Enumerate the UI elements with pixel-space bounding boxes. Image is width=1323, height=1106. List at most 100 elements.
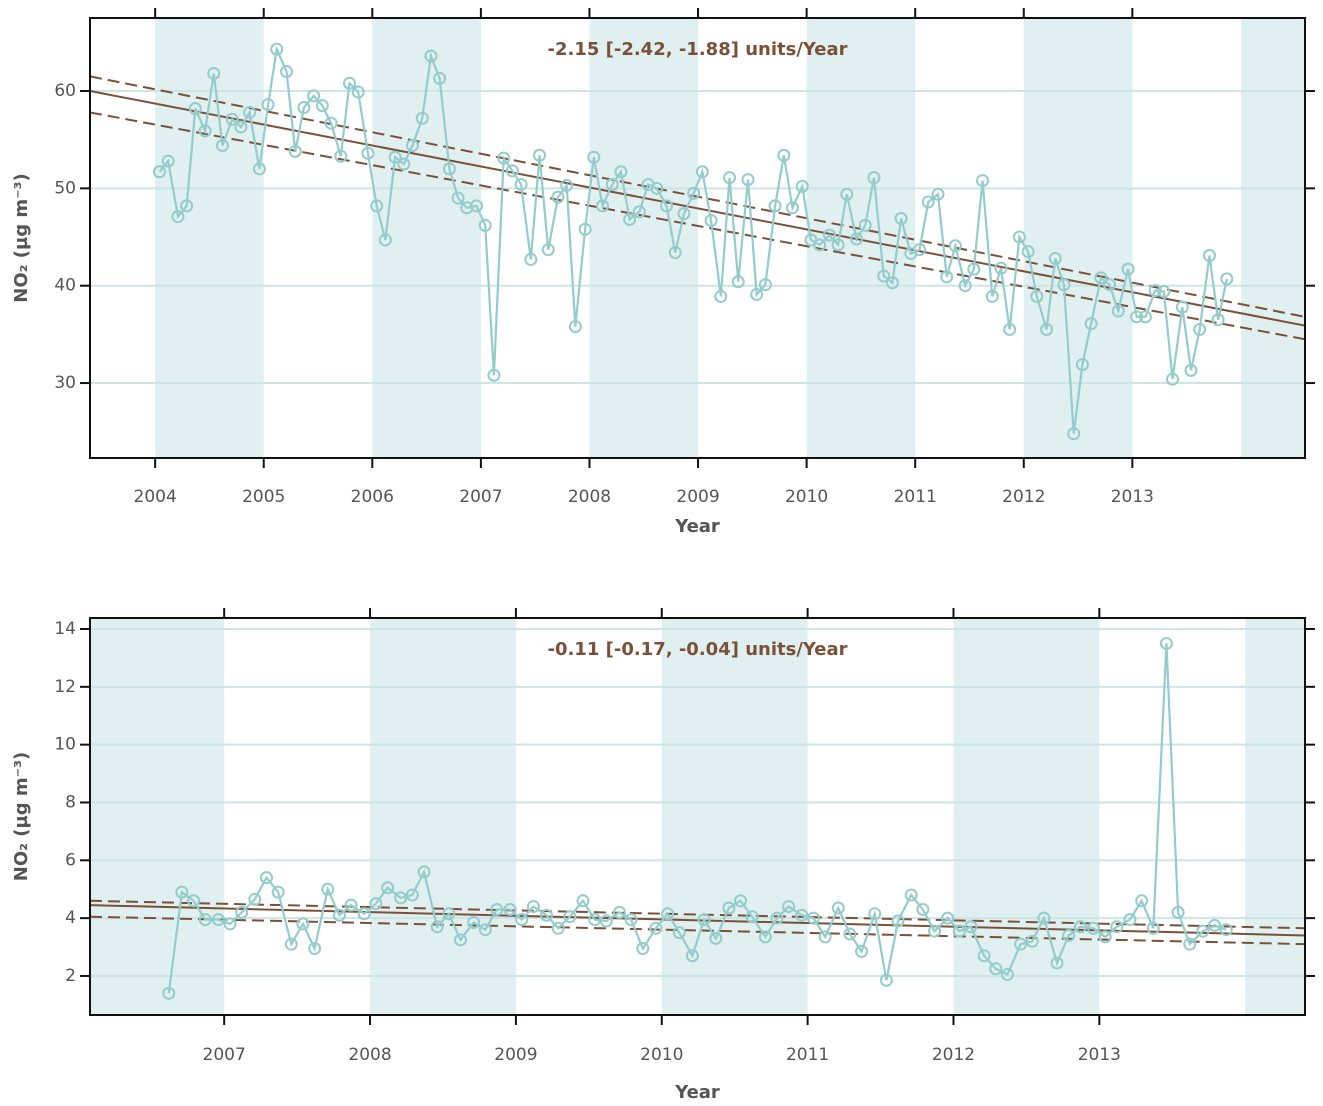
data-point — [913, 243, 927, 257]
data-point — [624, 913, 638, 927]
x-tick-label: 2005 — [242, 487, 285, 507]
data-point — [685, 949, 699, 963]
data-point — [381, 881, 395, 895]
data-point — [503, 902, 517, 916]
data-point — [394, 891, 408, 905]
x-tick-label: 2012 — [1002, 487, 1045, 507]
data-point — [709, 931, 723, 945]
data-point — [497, 151, 511, 165]
data-point — [198, 913, 212, 927]
data-point — [989, 962, 1003, 976]
data-point — [417, 865, 431, 879]
data-point — [234, 120, 248, 134]
x-tick-label: 2008 — [568, 487, 611, 507]
data-point — [1021, 245, 1035, 259]
data-point — [967, 262, 981, 276]
data-point — [343, 76, 357, 90]
data-point — [985, 289, 999, 303]
data-point — [877, 269, 891, 283]
data-point — [162, 986, 176, 1000]
data-point — [515, 913, 529, 927]
data-point — [587, 150, 601, 164]
data-point — [576, 894, 590, 908]
x-tick-label: 2004 — [134, 487, 177, 507]
data-point — [940, 270, 954, 284]
year-band — [155, 18, 264, 458]
y-tick-label: 50 — [54, 178, 76, 198]
data-point — [1171, 905, 1185, 919]
data-point — [369, 897, 383, 911]
data-point — [1012, 230, 1026, 244]
data-point — [858, 218, 872, 232]
data-point — [750, 287, 764, 301]
data-point — [1148, 284, 1162, 298]
data-point — [731, 275, 745, 289]
data-point — [697, 913, 711, 927]
data-point — [795, 179, 809, 193]
trend-line — [90, 915, 1305, 946]
data-point — [541, 243, 555, 257]
data-point — [768, 199, 782, 213]
data-point — [1183, 937, 1197, 951]
data-point — [1030, 289, 1044, 303]
data-point — [487, 368, 501, 382]
data-point — [424, 49, 438, 63]
data-point — [280, 65, 294, 79]
data-point — [211, 913, 225, 927]
data-point — [661, 907, 675, 921]
data-point — [351, 85, 365, 99]
data-point — [270, 42, 284, 56]
data-point — [614, 165, 628, 179]
data-point — [921, 195, 935, 209]
data-point — [578, 222, 592, 236]
data-point — [928, 924, 942, 938]
y-tick-label: 4 — [65, 908, 76, 928]
data-point — [958, 279, 972, 293]
data-point — [1166, 372, 1180, 386]
data-point — [612, 905, 626, 919]
data-point — [344, 898, 358, 912]
data-point — [695, 165, 709, 179]
data-point — [198, 124, 212, 138]
y-tick-label: 14 — [54, 619, 76, 639]
data-point — [1130, 310, 1144, 324]
x-tick-label: 2009 — [676, 487, 719, 507]
y-tick-label: 40 — [54, 276, 76, 296]
data-point — [1220, 272, 1234, 286]
data-point — [777, 148, 791, 162]
data-point — [533, 148, 547, 162]
data-point — [551, 190, 565, 204]
data-point — [161, 154, 175, 168]
data-point — [207, 66, 221, 80]
x-tick-label: 2010 — [640, 1045, 683, 1065]
x-tick-label: 2009 — [494, 1045, 537, 1065]
data-point — [1121, 262, 1135, 276]
data-point — [284, 937, 298, 951]
plot-frame — [89, 17, 1306, 459]
trend-line — [90, 899, 1305, 930]
data-point — [916, 902, 930, 916]
data-point — [235, 905, 249, 919]
data-point — [225, 112, 239, 126]
data-point — [1208, 918, 1222, 932]
data-point — [885, 276, 899, 290]
data-point — [1014, 937, 1028, 951]
data-point — [215, 139, 229, 153]
data-point — [595, 199, 609, 213]
x-tick-label: 2008 — [348, 1045, 391, 1065]
data-line — [158, 45, 1228, 434]
data-point — [261, 98, 275, 112]
data-point — [813, 238, 827, 252]
data-point — [734, 894, 748, 908]
data-point — [453, 933, 467, 947]
data-point — [1123, 913, 1137, 927]
data-point — [977, 949, 991, 963]
x-tick-label: 2006 — [351, 487, 394, 507]
data-point — [334, 149, 348, 163]
data-point — [259, 871, 273, 885]
data-point — [994, 261, 1008, 275]
data-point — [931, 187, 945, 201]
data-point — [442, 162, 456, 176]
data-point — [741, 173, 755, 187]
data-point — [891, 914, 905, 928]
